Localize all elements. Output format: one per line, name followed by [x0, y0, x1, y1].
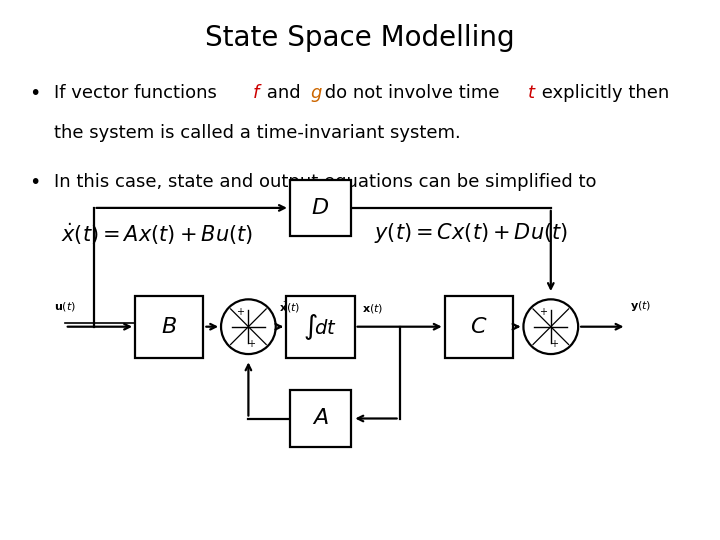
Text: $\dot{x}(t) = Ax(t) + Bu(t)$: $\dot{x}(t) = Ax(t) + Bu(t)$ — [61, 221, 253, 247]
Text: the system is called a time-invariant system.: the system is called a time-invariant sy… — [54, 124, 461, 142]
Text: $y(t) = Cx(t) + Du(t)$: $y(t) = Cx(t) + Du(t)$ — [374, 221, 568, 245]
Text: g: g — [311, 84, 322, 102]
Text: and: and — [261, 84, 307, 102]
Text: f: f — [253, 84, 259, 102]
Text: $D$: $D$ — [311, 198, 330, 218]
Text: t: t — [528, 84, 535, 102]
FancyBboxPatch shape — [135, 296, 203, 357]
Text: +: + — [539, 307, 546, 316]
Text: If vector functions: If vector functions — [54, 84, 222, 102]
FancyBboxPatch shape — [287, 296, 355, 357]
Text: $\mathbf{y}(t)$: $\mathbf{y}(t)$ — [630, 299, 652, 313]
Text: $\mathbf{x}(t)$: $\mathbf{x}(t)$ — [361, 302, 383, 315]
Text: •: • — [29, 173, 40, 192]
Text: State Space Modelling: State Space Modelling — [205, 24, 515, 52]
Ellipse shape — [221, 299, 276, 354]
FancyBboxPatch shape — [445, 296, 513, 357]
Text: •: • — [29, 84, 40, 103]
Text: explicitly then: explicitly then — [536, 84, 670, 102]
Text: $\int\!dt$: $\int\!dt$ — [304, 312, 337, 342]
Text: $\dot{\mathbf{x}}(t)$: $\dot{\mathbf{x}}(t)$ — [279, 301, 301, 315]
Text: $B$: $B$ — [161, 316, 177, 337]
FancyBboxPatch shape — [289, 179, 351, 237]
Text: +: + — [247, 340, 255, 349]
Text: do not involve time: do not involve time — [319, 84, 505, 102]
Text: $C$: $C$ — [470, 316, 487, 337]
Text: +: + — [549, 340, 557, 349]
Text: $A$: $A$ — [312, 408, 329, 429]
FancyBboxPatch shape — [289, 390, 351, 447]
Text: In this case, state and output equations can be simplified to: In this case, state and output equations… — [54, 173, 596, 191]
Text: +: + — [236, 307, 244, 316]
Text: $\mathbf{u}(t)$: $\mathbf{u}(t)$ — [54, 300, 76, 313]
Ellipse shape — [523, 299, 578, 354]
